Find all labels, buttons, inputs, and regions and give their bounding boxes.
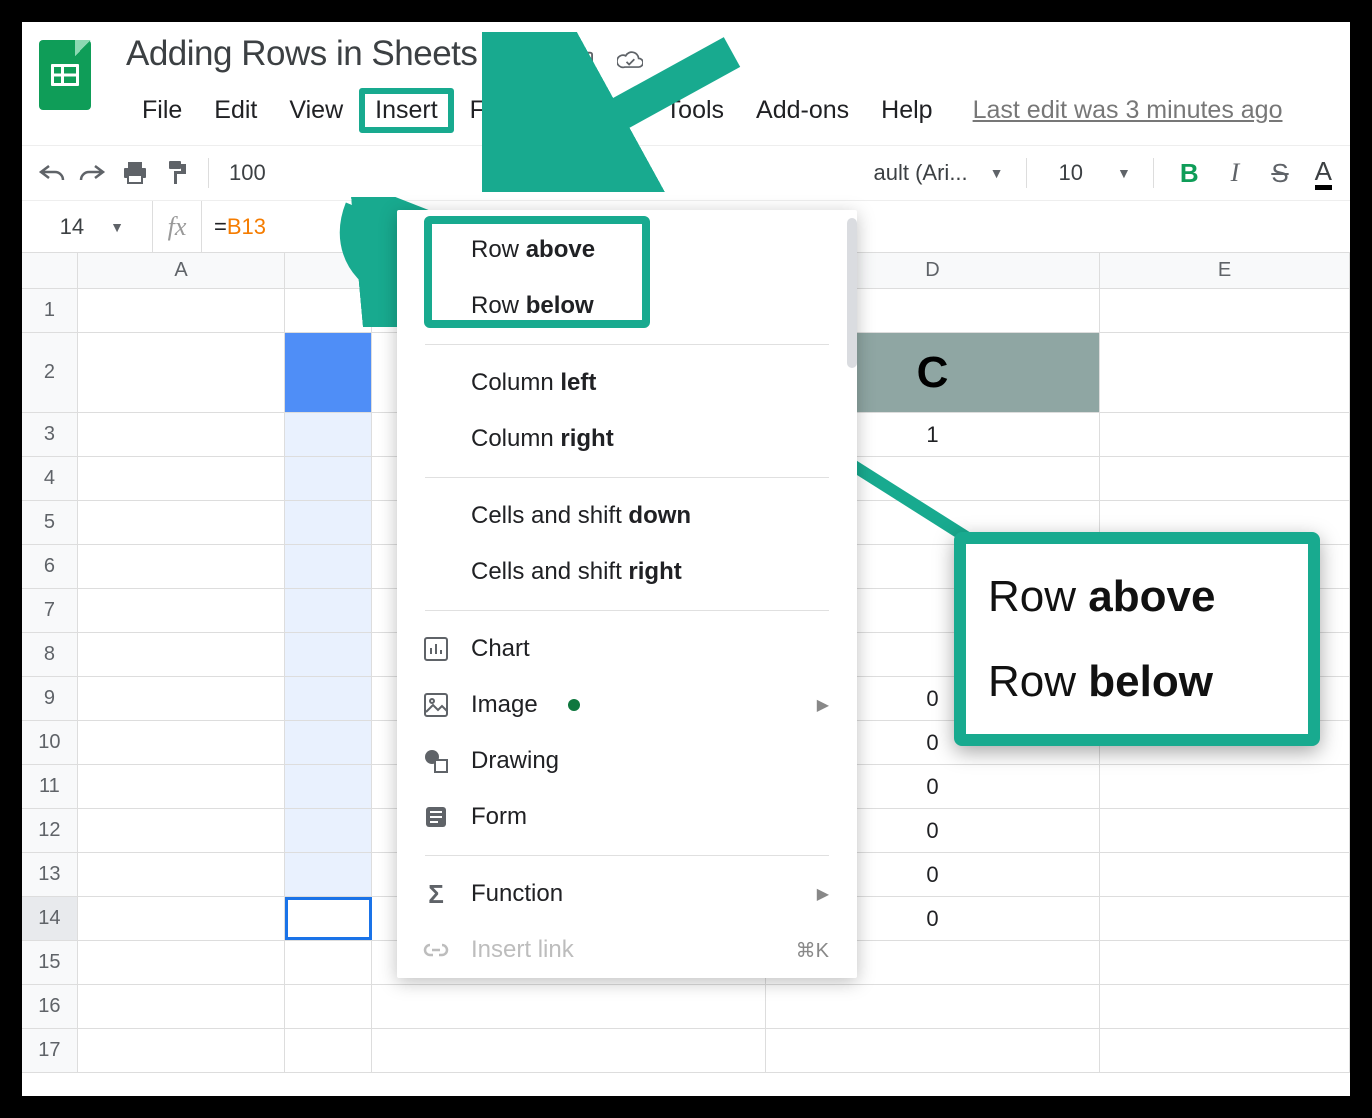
menu-form[interactable]: Form xyxy=(397,789,857,845)
annotation-callout-box: Row above Row below xyxy=(954,532,1320,746)
menu-chart[interactable]: Chart xyxy=(397,621,857,677)
menu-row-above[interactable]: Row above xyxy=(397,222,857,278)
annotation-arrow-to-insert xyxy=(482,32,762,192)
menu-column-left[interactable]: Column left xyxy=(397,355,857,411)
col-header-e[interactable]: E xyxy=(1100,253,1350,288)
new-feature-dot-icon xyxy=(568,699,580,711)
function-icon: Σ xyxy=(419,877,453,911)
menu-function[interactable]: Σ Function ▶ xyxy=(397,866,857,922)
redo-icon[interactable] xyxy=(76,156,110,190)
text-color-button[interactable]: A xyxy=(1309,156,1338,190)
drawing-icon xyxy=(419,744,453,778)
link-icon xyxy=(419,933,453,967)
chevron-down-icon[interactable]: ▼ xyxy=(102,219,132,235)
menu-drawing[interactable]: Drawing xyxy=(397,733,857,789)
active-cell-b14[interactable] xyxy=(285,897,372,940)
document-title[interactable]: Adding Rows in Sheets xyxy=(126,34,477,73)
image-icon xyxy=(419,688,453,722)
menu-insert-link: Insert link ⌘K xyxy=(397,922,857,978)
menu-column-right[interactable]: Column right xyxy=(397,411,857,467)
insert-menu-dropdown: Row above Row below Column left Column r… xyxy=(397,210,857,978)
menu-edit[interactable]: Edit xyxy=(198,92,273,129)
italic-button[interactable]: I xyxy=(1219,158,1252,188)
submenu-arrow-icon: ▶ xyxy=(817,884,829,904)
undo-icon[interactable] xyxy=(34,156,68,190)
menu-view[interactable]: View xyxy=(273,92,359,129)
sheets-logo[interactable] xyxy=(34,30,96,120)
menu-image[interactable]: Image ▶ xyxy=(397,677,857,733)
col-header-a[interactable]: A xyxy=(78,253,286,288)
menu-file[interactable]: File xyxy=(126,92,198,129)
paint-format-icon[interactable] xyxy=(160,156,194,190)
bold-button[interactable]: B xyxy=(1168,158,1211,189)
menu-help[interactable]: Help xyxy=(865,92,948,129)
font-size-select[interactable]: 10 xyxy=(1041,160,1101,186)
dropdown-scrollbar[interactable] xyxy=(847,218,857,368)
menu-cells-shift-down[interactable]: Cells and shift down xyxy=(397,488,857,544)
zoom-select[interactable]: 100 xyxy=(223,160,272,186)
row-16: 16 xyxy=(22,985,1350,1029)
name-box[interactable]: 14 ▼ xyxy=(22,214,152,240)
submenu-arrow-icon: ▶ xyxy=(817,695,829,715)
row-17: 17 xyxy=(22,1029,1350,1073)
strikethrough-button[interactable]: S xyxy=(1259,158,1300,189)
fx-label: fx xyxy=(152,201,202,252)
menu-row-below[interactable]: Row below xyxy=(397,278,857,334)
cell-b2-selected[interactable] xyxy=(285,333,372,412)
form-icon xyxy=(419,800,453,834)
font-family-select[interactable]: ault (Ari... xyxy=(868,160,974,186)
chevron-down-icon[interactable]: ▼ xyxy=(1109,165,1139,181)
chevron-down-icon[interactable]: ▼ xyxy=(982,165,1012,181)
print-icon[interactable] xyxy=(118,156,152,190)
chart-icon xyxy=(419,632,453,666)
last-edit-link[interactable]: Last edit was 3 minutes ago xyxy=(973,96,1283,125)
menu-insert[interactable]: Insert xyxy=(359,88,454,133)
menu-cells-shift-right[interactable]: Cells and shift right xyxy=(397,544,857,600)
formula-input[interactable]: =B13 xyxy=(202,214,266,240)
